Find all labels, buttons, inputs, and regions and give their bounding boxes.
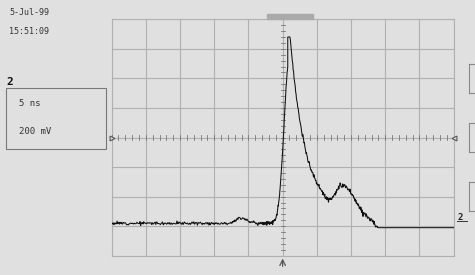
Text: 15:51:09: 15:51:09 [9, 28, 49, 37]
Text: 5-Jul-99: 5-Jul-99 [9, 8, 49, 17]
Text: 2: 2 [7, 77, 13, 87]
Text: 2: 2 [458, 213, 463, 222]
Text: 200 mV: 200 mV [19, 126, 51, 136]
Text: 5 ns: 5 ns [19, 99, 40, 108]
Bar [6, 88, 106, 148]
